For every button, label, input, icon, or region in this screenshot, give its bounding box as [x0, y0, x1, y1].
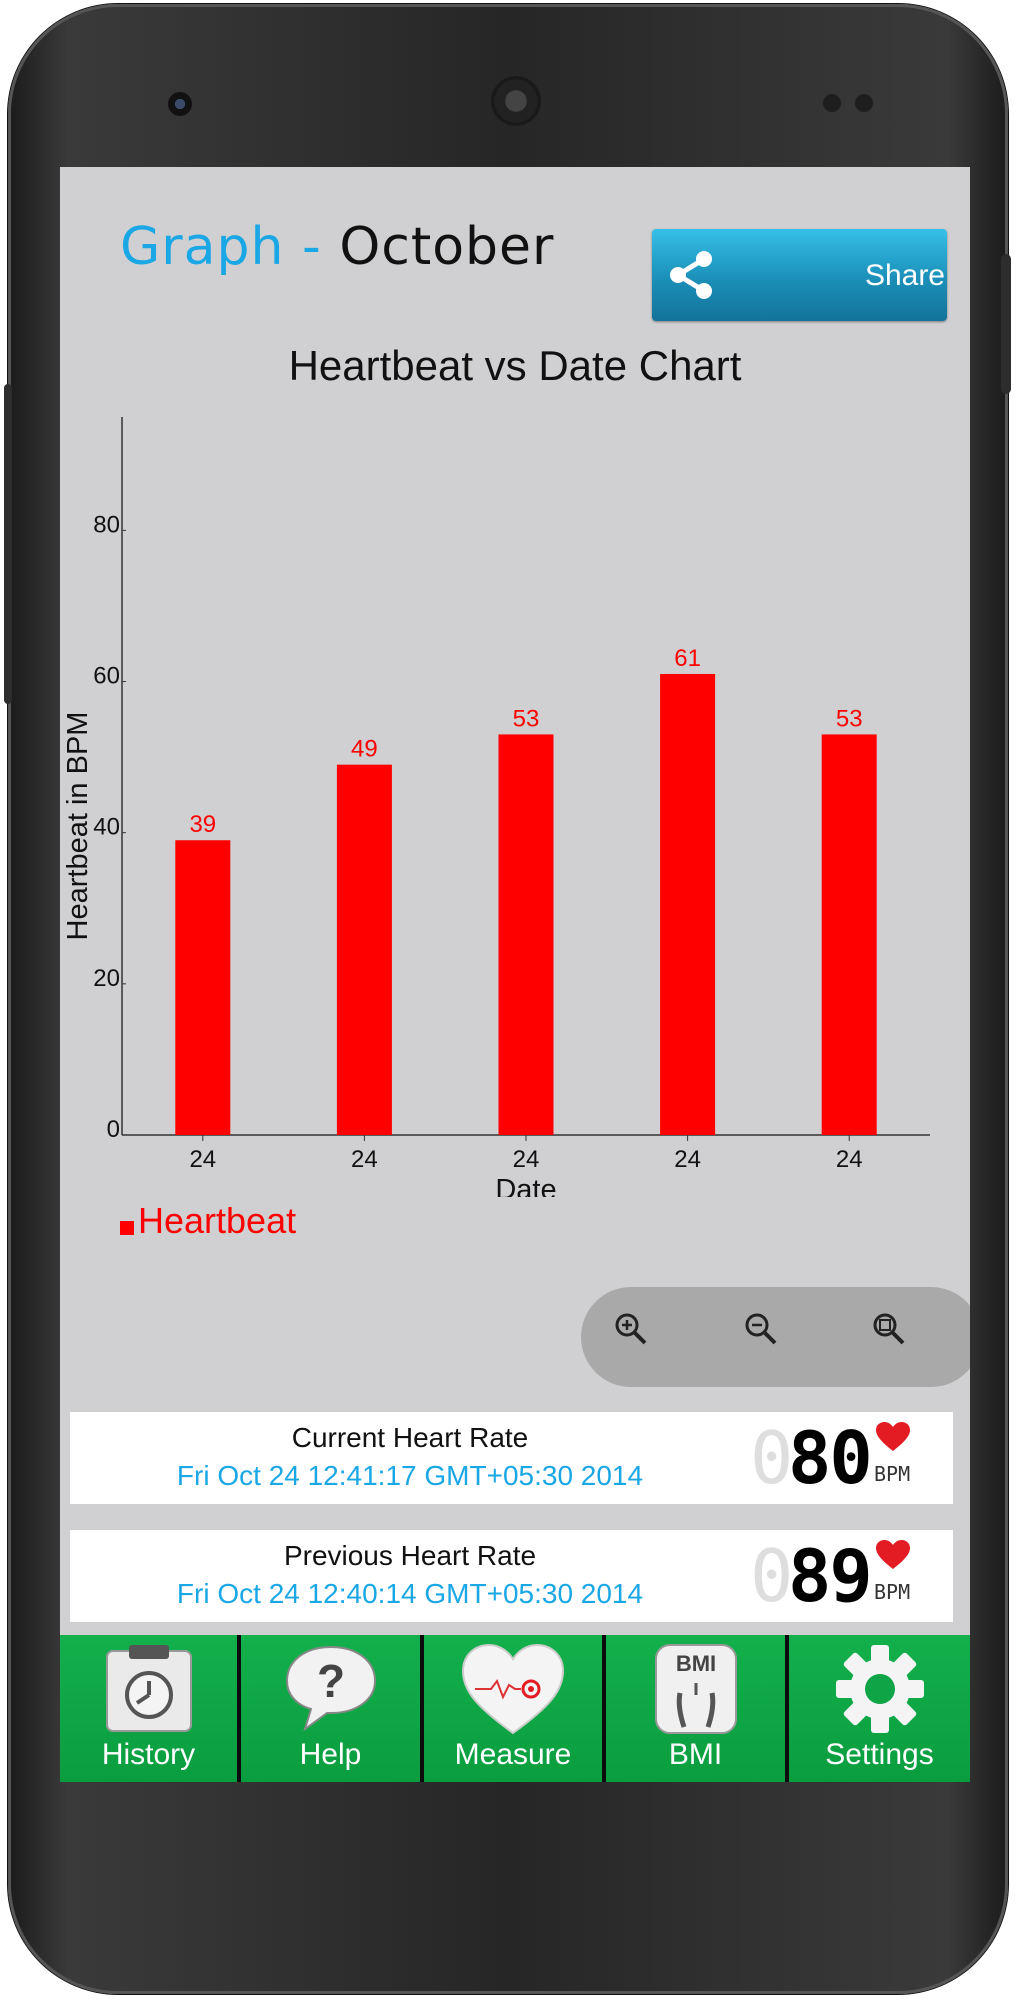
legend-label: Heartbeat [138, 1200, 297, 1241]
nav-help[interactable]: ? Help [241, 1635, 420, 1782]
x-tick-label: 24 [351, 1146, 378, 1173]
previous-rate-ghost-digit: 0 [750, 1534, 794, 1618]
previous-rate-display: 0 89 BPM [750, 1534, 950, 1618]
zoom-controls [581, 1287, 970, 1387]
current-rate-value: 80 [788, 1416, 873, 1500]
page-title: Graph - October [120, 217, 554, 277]
nav-bmi-label: BMI [668, 1738, 723, 1771]
previous-heart-rate-card: Previous Heart Rate Fri Oct 24 12:40:14 … [70, 1530, 953, 1622]
previous-rate-unit: BPM [874, 1580, 911, 1604]
share-label: Share [864, 259, 945, 292]
x-tick-label: 24 [836, 1146, 863, 1173]
heart-icon [876, 1540, 910, 1569]
help-question-icon: ? [285, 1645, 376, 1732]
nav-bmi[interactable]: BMI BMI [606, 1635, 785, 1782]
nav-settings[interactable]: Settings [789, 1635, 970, 1782]
current-rate-ghost-digit: 0 [750, 1416, 794, 1500]
bar-data-label: 61 [674, 645, 701, 672]
previous-rate-title: Previous Heart Rate [283, 1540, 537, 1571]
app-screen: Graph - October Share Heartbeat vs Date … [60, 167, 970, 1782]
front-camera [168, 92, 192, 116]
bar [821, 734, 877, 1135]
bar-data-label: 49 [351, 736, 378, 763]
share-button[interactable]: Share [652, 229, 947, 321]
bottom-nav: History ? Help Measure [60, 1635, 970, 1782]
nav-history-label: History [101, 1738, 196, 1771]
light-sensor [855, 94, 873, 112]
y-tick-label: 20 [93, 965, 120, 992]
heart-icon [876, 1422, 910, 1451]
y-tick-label: 0 [107, 1116, 120, 1143]
bar [660, 673, 716, 1135]
title-lead: Graph - [120, 217, 340, 277]
previous-rate-time: Fri Oct 24 12:40:14 GMT+05:30 2014 [176, 1578, 644, 1609]
y-tick-label: 80 [93, 511, 120, 538]
previous-rate-value: 89 [788, 1534, 873, 1618]
current-rate-time: Fri Oct 24 12:41:17 GMT+05:30 2014 [176, 1460, 644, 1491]
x-tick-label: 24 [513, 1146, 540, 1173]
earpiece-speaker [491, 76, 541, 126]
bar [336, 764, 392, 1135]
current-rate-title: Current Heart Rate [291, 1422, 529, 1453]
nav-history[interactable]: History [60, 1635, 237, 1782]
zoom-out-icon[interactable] [741, 1309, 781, 1349]
bmi-scale-icon: BMI [654, 1644, 737, 1734]
y-axis-title: Heartbeat in BPM [62, 712, 94, 941]
bar-data-label: 39 [189, 811, 216, 838]
current-rate-unit: BPM [874, 1462, 911, 1486]
bar-data-label: 53 [836, 705, 863, 732]
y-tick-label: 40 [93, 814, 120, 841]
nav-measure-label: Measure [454, 1738, 572, 1771]
title-month: October [339, 217, 555, 277]
bar [175, 840, 231, 1135]
nav-settings-label: Settings [825, 1738, 934, 1771]
phone-frame: Graph - October Share Heartbeat vs Date … [4, 4, 1011, 1994]
nav-help-label: Help [299, 1738, 362, 1771]
zoom-in-icon[interactable] [611, 1309, 651, 1349]
history-clock-icon [105, 1645, 192, 1732]
chart-title: Heartbeat vs Date Chart [288, 342, 742, 389]
zoom-reset-icon[interactable] [869, 1309, 909, 1349]
bar-chart: 02040608039244924532461245324DateHeartbe… [62, 417, 930, 1197]
x-tick-label: 24 [674, 1146, 701, 1173]
proximity-sensor [823, 94, 841, 112]
y-tick-label: 60 [93, 663, 120, 690]
volume-button [1001, 254, 1011, 394]
x-tick-label: 24 [189, 1146, 216, 1173]
settings-gear-icon [835, 1645, 924, 1733]
power-button [4, 384, 12, 704]
chart-legend: Heartbeat [120, 1200, 296, 1242]
share-icon [670, 251, 712, 299]
current-heart-rate-card: Current Heart Rate Fri Oct 24 12:41:17 G… [70, 1412, 953, 1504]
bar-data-label: 53 [513, 705, 540, 732]
measure-heart-icon [461, 1643, 565, 1735]
legend-swatch [120, 1221, 134, 1235]
x-axis-title: Date [495, 1174, 556, 1197]
current-rate-display: 0 80 BPM [750, 1416, 950, 1500]
nav-measure[interactable]: Measure [424, 1635, 602, 1782]
bmi-icon-text: BMI [675, 1651, 715, 1676]
svg-text:?: ? [316, 1655, 344, 1707]
bar [498, 734, 554, 1135]
